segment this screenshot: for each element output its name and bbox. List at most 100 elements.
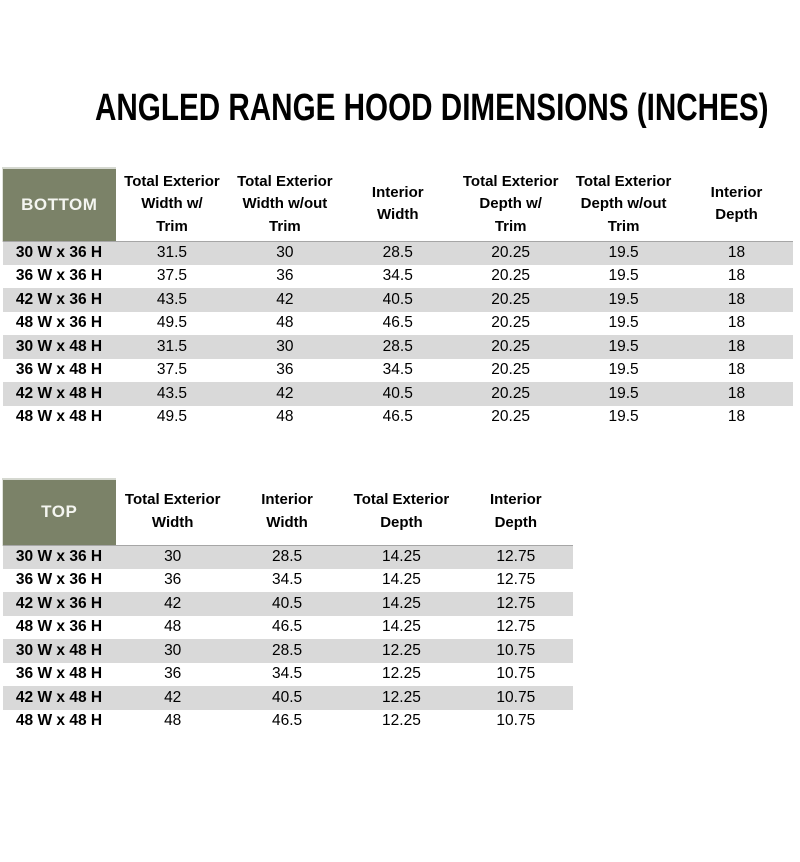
value-cell: 10.75 xyxy=(496,665,536,683)
value-cell: 28.5 xyxy=(229,544,345,569)
bottom-table-header: BOTTOM Total Exterior Width w/ Trim Tota… xyxy=(2,167,793,241)
table-row: 42 W x 48 H 43.5 42 40.5 20.25 19.5 18 xyxy=(2,382,793,406)
value-cell: 36 xyxy=(276,361,294,379)
table-row: 48 W x 48 H 49.5 48 46.5 20.25 19.5 18 xyxy=(3,406,794,430)
row-size-label: 30 W x 48 H xyxy=(15,641,103,659)
top-table-body: 30 W x 36 H 30 28.5 14.25 12.75 36 W x 3… xyxy=(2,544,574,734)
table-row: 30 W x 48 H 30 28.5 12.25 10.75 xyxy=(2,639,573,663)
row-size-label: 48 W x 48 H xyxy=(15,712,103,730)
value-cell: 28.5 xyxy=(382,337,413,355)
top-header-row: TOP Total Exterior Width Interior Width … xyxy=(2,478,573,545)
value-cell: 36 xyxy=(164,665,182,683)
row-size-label: 42 W x 36 H xyxy=(15,290,103,308)
column-header-total-exterior-depth-w-trim: Total Exterior Depth w/ Trim xyxy=(454,168,568,241)
value-cell: 14.25 xyxy=(344,544,459,569)
column-header-interior-depth: Interior Depth xyxy=(680,168,793,241)
row-size-label: 30 W x 36 H xyxy=(2,544,116,569)
value-cell: 40.5 xyxy=(271,688,303,706)
value-cell: 20.25 xyxy=(491,384,531,402)
value-cell: 43.5 xyxy=(156,290,188,308)
value-cell: 48 xyxy=(276,408,294,426)
value-cell: 46.5 xyxy=(271,712,303,730)
table-row: 36 W x 48 H 37.5 36 34.5 20.25 19.5 18 xyxy=(3,359,794,383)
value-cell: 34.5 xyxy=(271,571,303,589)
value-cell: 10.75 xyxy=(496,641,536,659)
value-cell: 18 xyxy=(727,361,746,379)
value-cell: 34.5 xyxy=(271,665,303,683)
value-cell: 42 xyxy=(276,384,294,402)
value-cell: 14.25 xyxy=(382,571,421,589)
value-cell: 19.5 xyxy=(608,384,639,402)
value-cell: 42 xyxy=(164,594,182,612)
value-cell: 40.5 xyxy=(382,384,413,402)
table-row: 36 W x 48 H 36 34.5 12.25 10.75 xyxy=(3,663,574,687)
value-cell: 12.25 xyxy=(382,665,421,683)
value-cell: 10.75 xyxy=(496,712,536,730)
value-cell: 40.5 xyxy=(382,290,413,308)
value-cell: 37.5 xyxy=(156,361,188,379)
column-header-interior-depth: Interior Depth xyxy=(458,479,573,545)
value-cell: 20.25 xyxy=(454,240,568,265)
value-cell: 48 xyxy=(276,314,294,332)
value-cell: 46.5 xyxy=(271,618,303,636)
bottom-dimensions-table: BOTTOM Total Exterior Width w/ Trim Tota… xyxy=(2,167,793,429)
row-size-label: 42 W x 36 H xyxy=(15,594,103,612)
column-header-total-exterior-depth: Total Exterior Depth xyxy=(344,479,459,545)
row-size-label: 48 W x 48 H xyxy=(15,408,103,426)
row-size-label: 48 W x 36 H xyxy=(15,618,103,636)
row-size-label: 30 W x 48 H xyxy=(15,337,103,355)
table-row: 42 W x 36 H 43.5 42 40.5 20.25 19.5 18 xyxy=(2,288,793,312)
value-cell: 40.5 xyxy=(271,594,303,612)
row-size-label: 30 W x 36 H xyxy=(2,240,116,265)
value-cell: 30 xyxy=(228,240,342,265)
value-cell: 19.5 xyxy=(608,408,639,426)
value-cell: 28.5 xyxy=(271,641,303,659)
table-row: 48 W x 36 H 48 46.5 14.25 12.75 xyxy=(3,616,574,640)
value-cell: 30 xyxy=(276,337,294,355)
value-cell: 43.5 xyxy=(156,384,188,402)
column-header-total-exterior-width-wout-trim: Total Exterior Width w/out Trim xyxy=(228,168,342,241)
row-size-label: 42 W x 48 H xyxy=(15,688,103,706)
value-cell: 20.25 xyxy=(491,267,531,285)
value-cell: 19.5 xyxy=(608,361,639,379)
value-cell: 31.5 xyxy=(156,337,188,355)
row-size-label: 36 W x 48 H xyxy=(15,361,103,379)
row-size-label: 42 W x 48 H xyxy=(15,384,103,402)
top-table-header: TOP Total Exterior Width Interior Width … xyxy=(2,478,573,545)
value-cell: 30 xyxy=(115,544,230,569)
value-cell: 46.5 xyxy=(382,314,413,332)
value-cell: 19.5 xyxy=(608,314,639,332)
page-title: ANGLED RANGE HOOD DIMENSIONS (INCHES) xyxy=(94,87,769,130)
value-cell: 36 xyxy=(276,267,294,285)
value-cell: 49.5 xyxy=(156,408,188,426)
column-header-total-exterior-depth-wout-trim: Total Exterior Depth w/out Trim xyxy=(567,168,681,241)
row-size-label: 36 W x 36 H xyxy=(15,571,103,589)
bottom-header-row: BOTTOM Total Exterior Width w/ Trim Tota… xyxy=(2,167,793,241)
table-row: 30 W x 48 H 31.5 30 28.5 20.25 19.5 18 xyxy=(2,335,793,359)
value-cell: 48 xyxy=(164,712,182,730)
column-header-interior-width: Interior Width xyxy=(229,479,345,545)
table-row: 48 W x 48 H 48 46.5 12.25 10.75 xyxy=(3,710,574,734)
value-cell: 12.25 xyxy=(382,641,421,659)
table-row: 30 W x 36 H 30 28.5 14.25 12.75 xyxy=(2,544,573,569)
value-cell: 12.25 xyxy=(382,712,421,730)
bottom-table-body: 30 W x 36 H 31.5 30 28.5 20.25 19.5 18 3… xyxy=(2,240,794,430)
value-cell: 46.5 xyxy=(382,408,413,426)
value-cell: 28.5 xyxy=(341,240,455,265)
value-cell: 18 xyxy=(727,290,746,308)
value-cell: 12.75 xyxy=(496,618,536,636)
value-cell: 20.25 xyxy=(491,314,531,332)
value-cell: 20.25 xyxy=(491,337,531,355)
top-corner-label: TOP xyxy=(2,478,116,545)
value-cell: 14.25 xyxy=(382,594,421,612)
table-row: 42 W x 48 H 42 40.5 12.25 10.75 xyxy=(2,686,573,710)
value-cell: 18 xyxy=(680,240,793,265)
value-cell: 20.25 xyxy=(491,290,531,308)
row-size-label: 36 W x 36 H xyxy=(15,267,103,285)
value-cell: 12.75 xyxy=(496,594,536,612)
bottom-corner-label: BOTTOM xyxy=(2,167,116,241)
value-cell: 20.25 xyxy=(491,408,531,426)
value-cell: 12.25 xyxy=(382,688,421,706)
value-cell: 48 xyxy=(164,618,182,636)
value-cell: 19.5 xyxy=(608,290,639,308)
